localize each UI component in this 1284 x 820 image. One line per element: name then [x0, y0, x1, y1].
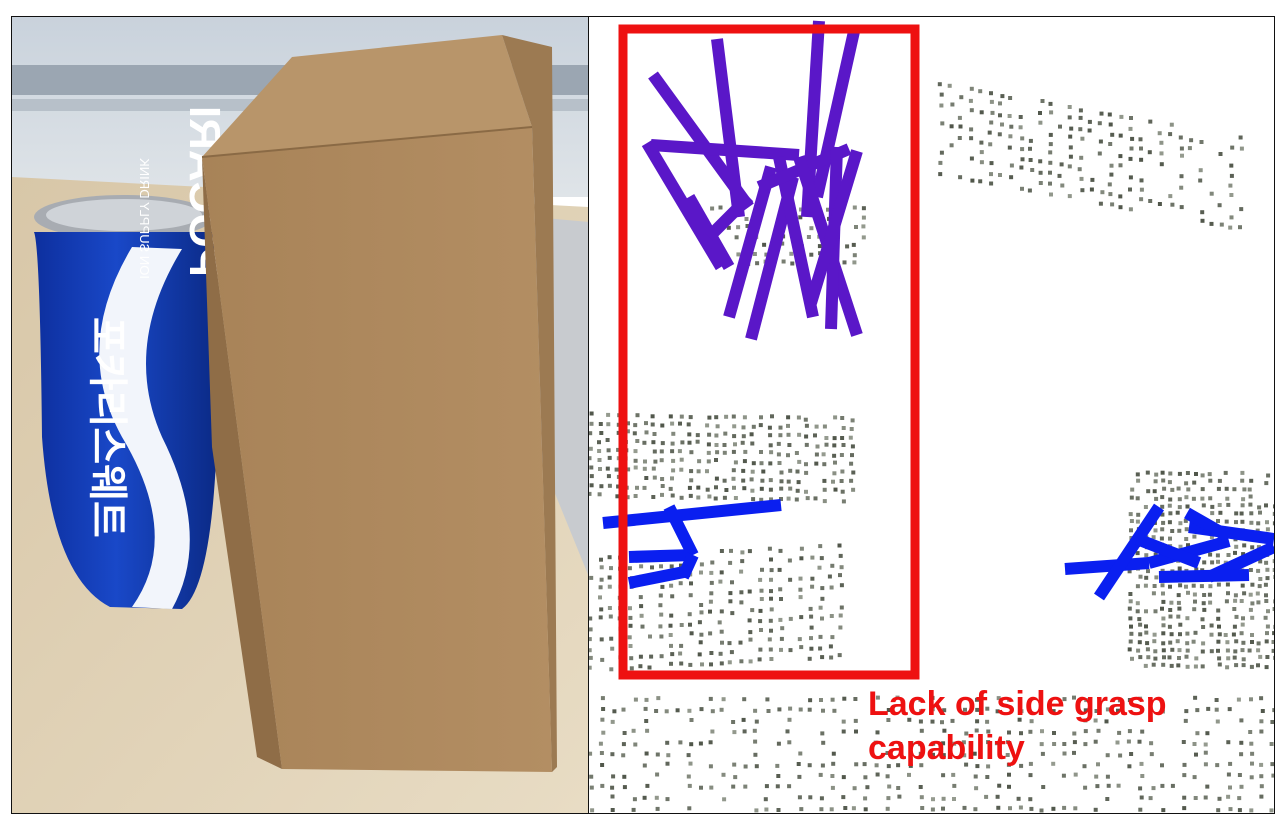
can-small-text: ION SUPPLY DRINK — [137, 158, 152, 279]
drink-can: 포카리스웨트 POCARI ION SUPPLY DRINK — [34, 106, 229, 609]
scene-photo-drawing: 포카리스웨트 POCARI ION SUPPLY DRINK — [12, 17, 588, 813]
side-grasp-right — [1064, 503, 1274, 601]
annotation-caption: Lack of side grasp capability — [868, 682, 1167, 770]
point-cloud-drawing — [589, 20, 1274, 813]
highlight-box — [618, 24, 920, 680]
caption-line-2: capability — [868, 729, 1025, 767]
side-grasp-left — [602, 499, 782, 589]
figure-frame: 포카리스웨트 POCARI ION SUPPLY DRINK — [11, 16, 1275, 814]
cardboard-box — [201, 35, 557, 772]
can-korean-text: 포카리스웨트 — [84, 317, 130, 538]
point-cloud-view — [589, 17, 1274, 813]
top-grasp-poses — [641, 20, 863, 341]
scene-photo: 포카리스웨트 POCARI ION SUPPLY DRINK — [12, 17, 589, 813]
caption-line-1: Lack of side grasp — [868, 685, 1167, 723]
